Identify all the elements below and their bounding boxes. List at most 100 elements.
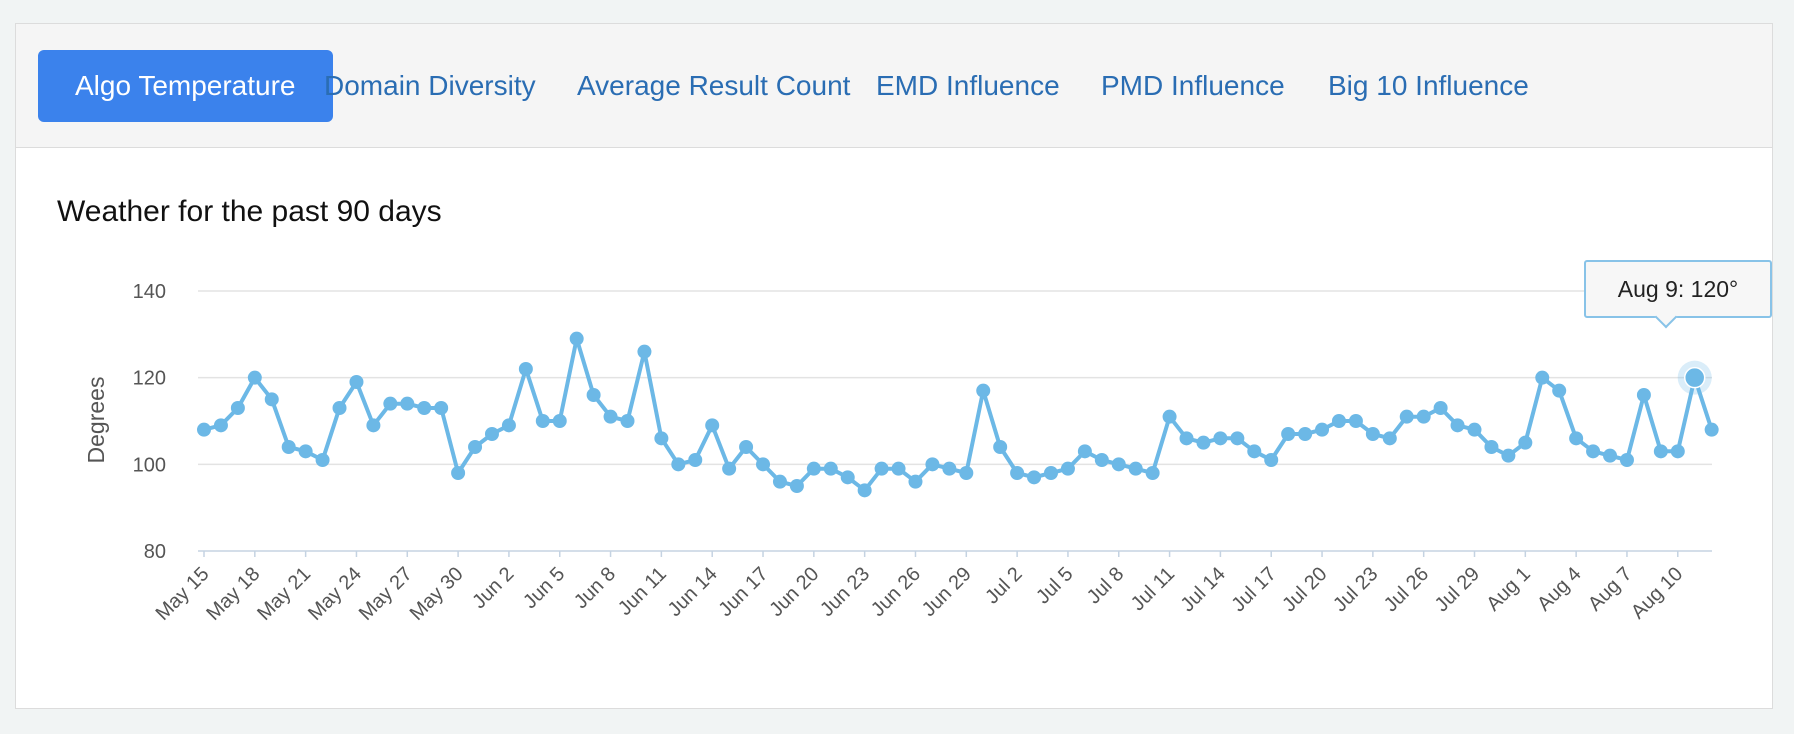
data-point[interactable] [586,388,601,402]
data-point[interactable] [1619,453,1634,467]
data-point[interactable] [1636,388,1651,402]
data-point[interactable] [654,431,669,446]
data-point[interactable] [213,418,228,433]
data-point[interactable] [1281,427,1296,441]
tab-domain-diversity[interactable]: Domain Diversity [324,70,536,101]
data-point[interactable] [501,418,516,433]
data-point[interactable] [1501,448,1516,463]
data-point[interactable] [1348,414,1363,428]
data-point[interactable] [603,409,618,424]
data-point[interactable] [823,461,838,476]
data-point[interactable] [1213,431,1228,446]
data-point[interactable] [739,440,754,454]
data-point[interactable] [383,396,398,411]
data-point[interactable] [806,461,821,476]
data-point[interactable] [484,427,499,441]
data-point[interactable] [552,414,567,428]
data-point[interactable] [1027,470,1042,485]
data-point[interactable] [349,375,364,389]
data-point[interactable] [772,474,787,489]
data-point[interactable] [671,457,686,472]
data-point[interactable] [1467,422,1482,437]
data-point[interactable] [247,370,262,385]
y-axis-label: Degrees [83,377,109,464]
data-point[interactable] [264,392,279,407]
data-point[interactable] [281,440,296,454]
data-point[interactable] [959,466,974,480]
data-point[interactable] [1586,444,1601,459]
tab-emd-influence[interactable]: EMD Influence [876,70,1060,101]
data-point[interactable] [400,396,415,411]
x-tick-label: Jun 11 [614,563,671,620]
data-point[interactable] [942,461,957,476]
data-point[interactable] [1382,431,1397,446]
data-point[interactable] [1247,444,1262,459]
data-point[interactable] [535,414,550,428]
data-point[interactable] [569,331,584,346]
data-point[interactable] [756,457,771,472]
data-point[interactable] [891,461,906,476]
data-point[interactable] [1704,422,1719,437]
data-point[interactable] [1416,409,1431,424]
data-point[interactable] [1399,409,1414,424]
data-point[interactable] [1653,444,1668,459]
data-point[interactable] [1264,453,1279,467]
data-point[interactable] [230,401,245,415]
data-point[interactable] [925,457,940,472]
data-point[interactable] [332,401,347,415]
data-point[interactable] [976,383,991,398]
data-point[interactable] [1365,427,1380,441]
data-point[interactable] [1450,418,1465,433]
data-point[interactable] [1196,435,1211,450]
data-point[interactable] [1331,414,1346,428]
data-point[interactable] [451,466,466,480]
data-point[interactable] [688,453,703,467]
data-point[interactable] [1670,444,1685,459]
data-point[interactable] [518,362,533,376]
data-point[interactable] [1094,453,1109,467]
data-point[interactable] [1315,422,1330,437]
data-point[interactable] [1060,461,1075,476]
data-point[interactable] [1433,401,1448,415]
data-point[interactable] [840,470,855,485]
data-point[interactable] [1484,440,1499,454]
data-point[interactable] [1603,448,1618,463]
data-point[interactable] [1552,383,1567,398]
data-point[interactable] [1010,466,1025,480]
y-tick-label: 140 [133,281,166,303]
data-point[interactable] [1077,444,1092,459]
x-tick-label: May 18 [202,563,264,625]
tab-algo-temperature[interactable]: Algo Temperature [38,50,333,122]
data-point[interactable] [1230,431,1245,446]
data-point[interactable] [417,401,432,415]
data-point[interactable] [722,461,737,476]
data-point[interactable] [874,461,889,476]
data-point[interactable] [1518,435,1533,450]
data-point[interactable] [1128,461,1143,476]
data-point[interactable] [1162,409,1177,424]
tab-pmd-influence[interactable]: PMD Influence [1101,70,1285,101]
data-point[interactable] [908,474,923,489]
data-point[interactable] [993,440,1008,454]
data-point[interactable] [789,479,804,493]
data-point[interactable] [434,401,449,415]
data-point[interactable] [315,453,330,467]
data-point[interactable] [705,418,720,433]
highlight-point[interactable] [1683,366,1706,389]
data-point[interactable] [620,414,635,428]
data-point[interactable] [298,444,313,459]
data-point[interactable] [857,483,872,498]
data-point[interactable] [1569,431,1584,446]
data-point[interactable] [468,440,483,454]
data-point[interactable] [1179,431,1194,446]
data-point[interactable] [1145,466,1160,480]
data-point[interactable] [637,344,652,359]
data-point[interactable] [1535,370,1550,385]
data-point[interactable] [1111,457,1126,472]
data-point[interactable] [197,422,211,437]
tab-big-10-influence[interactable]: Big 10 Influence [1328,70,1529,101]
data-point[interactable] [366,418,381,433]
data-point[interactable] [1044,466,1058,480]
data-point[interactable] [1298,427,1313,441]
tab-average-result-count[interactable]: Average Result Count [577,70,851,101]
